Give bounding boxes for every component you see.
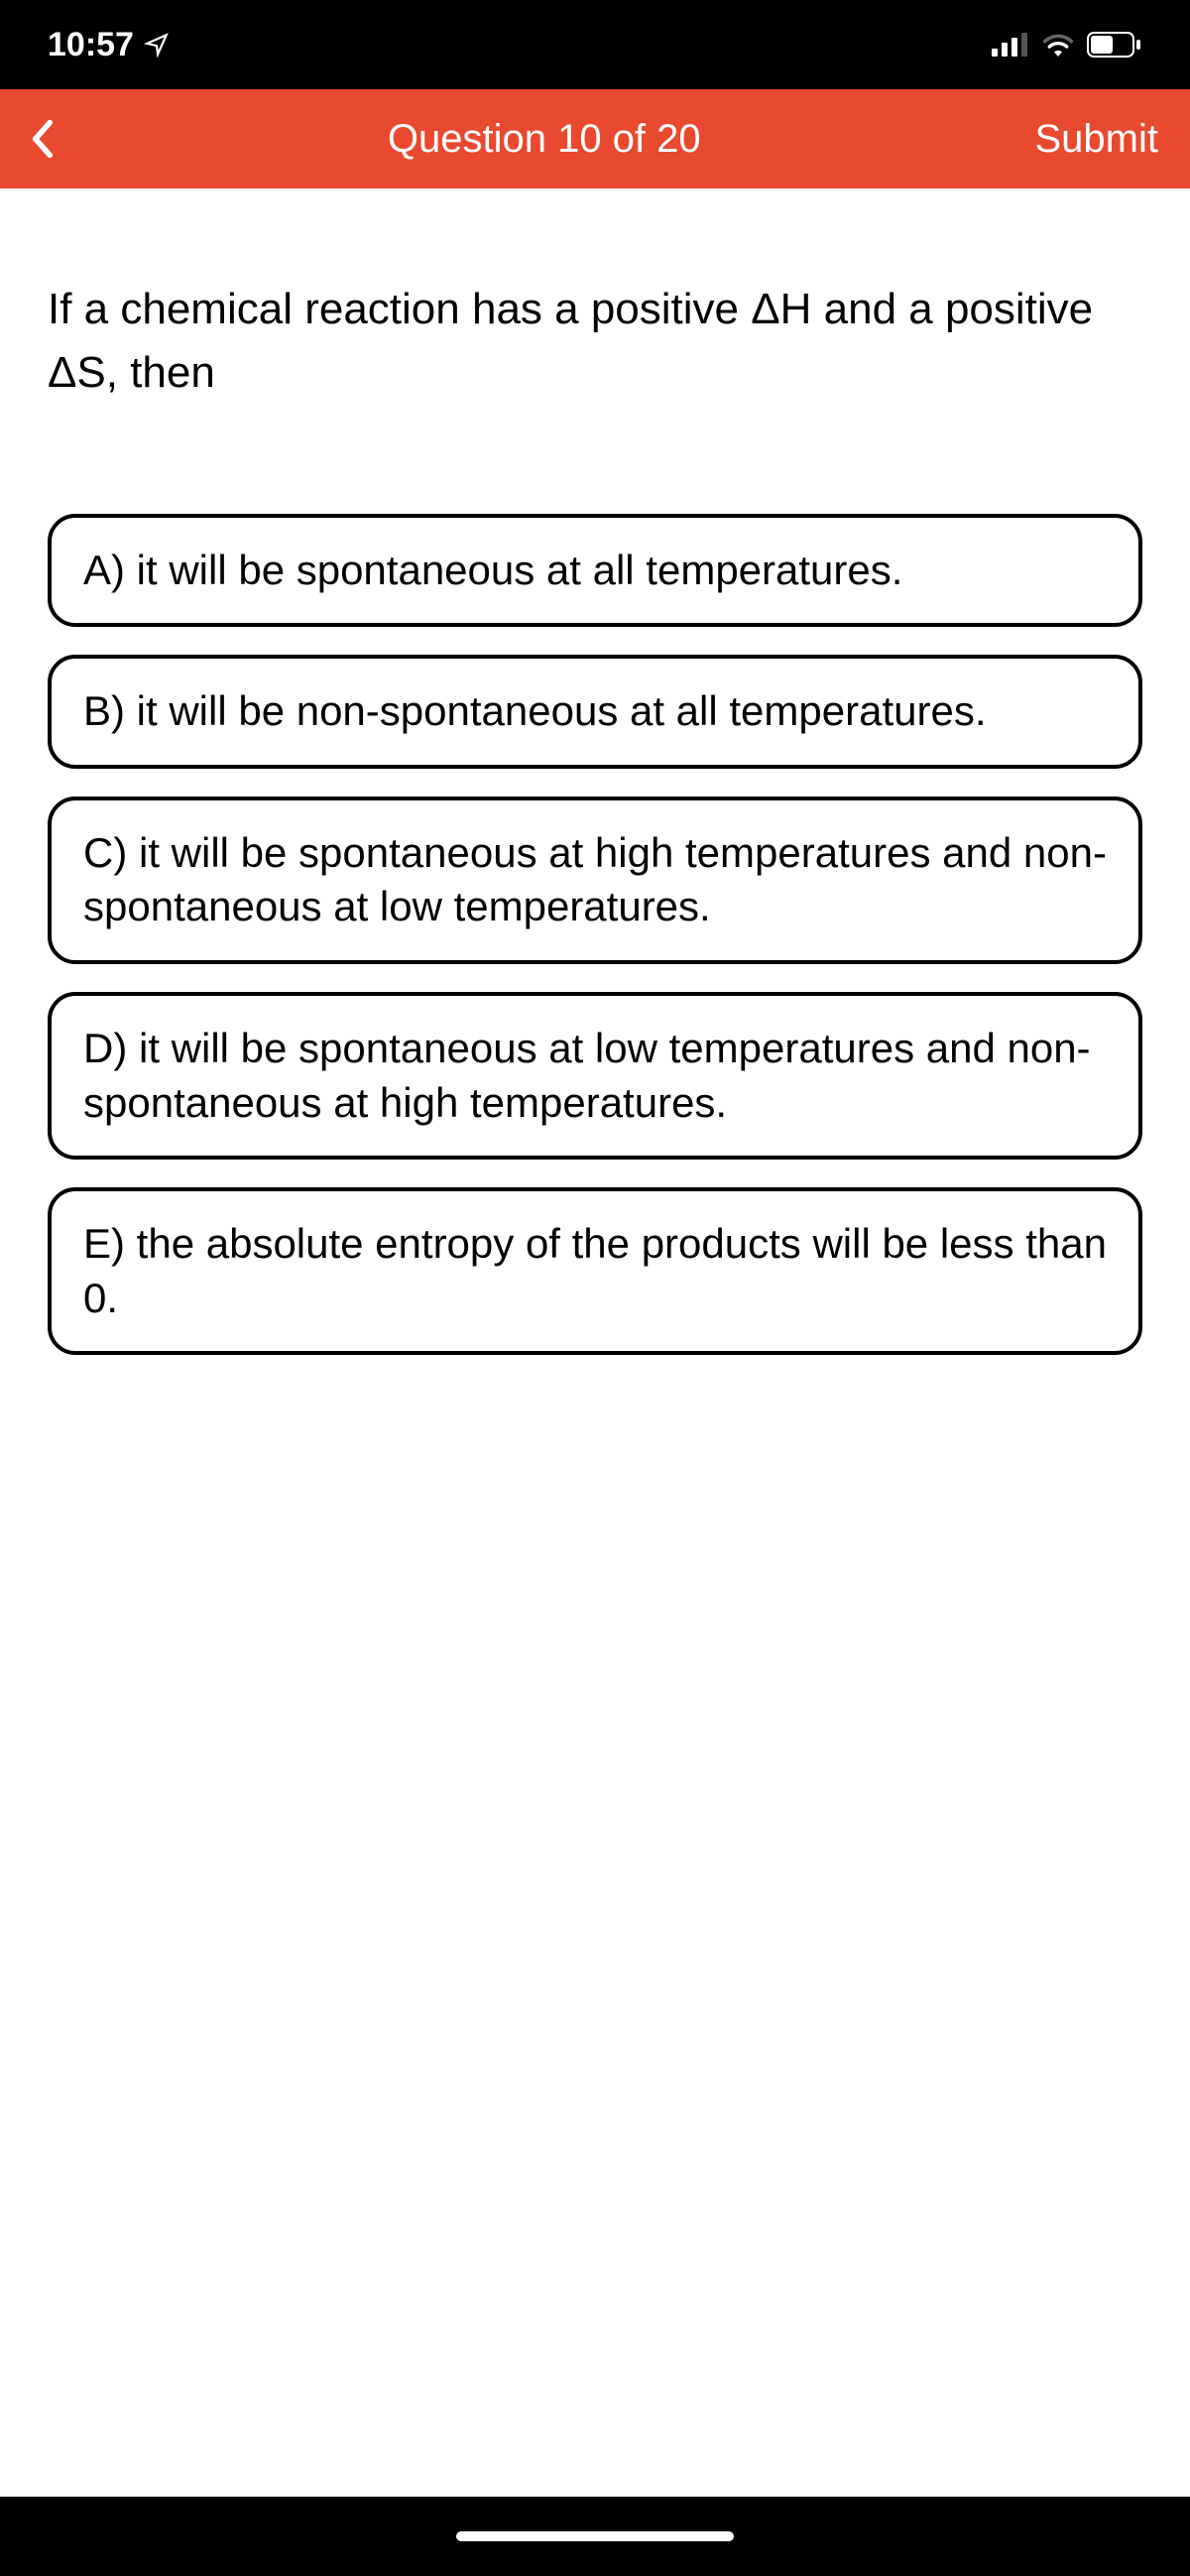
content-area: If a chemical reaction has a positive ΔH… — [0, 188, 1190, 1355]
option-b[interactable]: B) it will be non-spontaneous at all tem… — [48, 655, 1142, 769]
submit-button[interactable]: Submit — [1035, 117, 1159, 162]
options-list: A) it will be spontaneous at all tempera… — [48, 514, 1142, 1356]
status-right — [992, 32, 1142, 58]
home-indicator[interactable] — [456, 2531, 734, 2541]
cellular-signal-icon — [992, 33, 1029, 57]
option-e[interactable]: E) the absolute entropy of the products … — [48, 1187, 1142, 1355]
back-button[interactable] — [32, 120, 54, 158]
status-time: 10:57 — [48, 26, 134, 64]
option-c[interactable]: C) it will be spontaneous at high temper… — [48, 797, 1142, 964]
option-d[interactable]: D) it will be spontaneous at low tempera… — [48, 992, 1142, 1160]
wifi-icon — [1041, 33, 1075, 57]
status-bar: 10:57 — [0, 0, 1190, 89]
bottom-bar — [0, 2497, 1190, 2576]
chevron-left-icon — [32, 120, 54, 158]
nav-bar: Question 10 of 20 Submit — [0, 89, 1190, 188]
battery-icon — [1087, 32, 1142, 58]
question-text: If a chemical reaction has a positive ΔH… — [48, 278, 1142, 405]
location-icon — [144, 32, 170, 58]
status-left: 10:57 — [48, 26, 170, 64]
option-a[interactable]: A) it will be spontaneous at all tempera… — [48, 514, 1142, 628]
nav-title: Question 10 of 20 — [54, 117, 1035, 162]
